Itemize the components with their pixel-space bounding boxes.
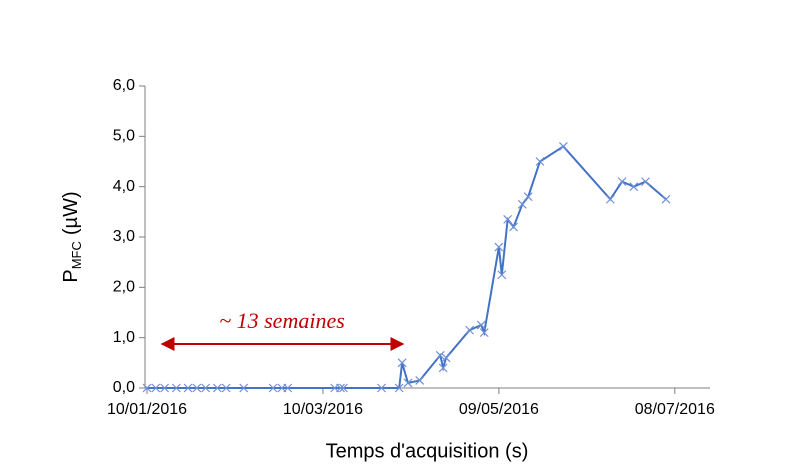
point-marker	[377, 383, 387, 393]
point-marker	[221, 383, 231, 393]
point-marker	[517, 199, 527, 209]
point-marker	[151, 383, 161, 393]
point-marker	[171, 383, 181, 393]
point-marker	[397, 358, 407, 368]
y-title-unit: (µW)	[60, 191, 82, 235]
point-marker	[479, 328, 489, 338]
point-marker	[183, 383, 193, 393]
point-marker	[617, 177, 627, 187]
y-tick-label: 2,0	[113, 279, 135, 296]
x-tick-label: 09/05/2016	[459, 401, 539, 418]
point-marker	[212, 383, 222, 393]
point-marker	[494, 242, 504, 252]
point-marker	[641, 177, 650, 187]
y-tick-label: 5,0	[113, 128, 135, 145]
point-marker	[441, 353, 451, 363]
series-line	[147, 145, 667, 389]
x-tick-label: 10/01/2016	[107, 401, 187, 418]
y-tick-label: 6,0	[113, 77, 135, 94]
point-marker	[160, 383, 170, 393]
x-tick-label: 10/03/2016	[283, 401, 363, 418]
point-marker	[629, 182, 639, 192]
x-axis-title: Temps d'acquisition (s)	[326, 440, 529, 462]
y-title-main: P	[60, 269, 82, 282]
point-marker	[201, 383, 211, 393]
x-tick-label: 08/07/2016	[635, 401, 715, 418]
point-marker	[336, 383, 345, 393]
point-marker	[465, 325, 474, 335]
point-marker	[339, 383, 348, 393]
point-marker	[283, 383, 293, 393]
point-marker	[268, 383, 278, 393]
y-axis-title: PMFC (µW)	[60, 191, 84, 282]
point-marker	[403, 378, 413, 388]
y-tick-label: 3,0	[113, 228, 135, 245]
point-marker	[605, 194, 615, 204]
point-marker	[394, 383, 404, 393]
annotation: ~ 13 semaines	[219, 308, 345, 333]
point-marker	[503, 214, 513, 224]
point-marker	[438, 363, 448, 373]
y-title-sub: MFC	[69, 241, 84, 269]
point-marker	[239, 383, 249, 393]
y-tick-label: 0,0	[113, 379, 135, 396]
y-tick-label: 4,0	[113, 178, 135, 195]
point-marker	[415, 376, 425, 385]
point-marker	[558, 141, 568, 151]
point-marker	[661, 194, 671, 204]
point-marker	[476, 320, 486, 330]
point-marker	[435, 350, 445, 360]
point-marker	[535, 157, 545, 166]
point-marker	[142, 383, 152, 393]
point-marker	[523, 192, 533, 202]
y-tick-label: 1,0	[113, 329, 135, 346]
point-marker	[509, 222, 518, 232]
point-marker	[192, 383, 202, 393]
point-marker	[497, 270, 507, 280]
